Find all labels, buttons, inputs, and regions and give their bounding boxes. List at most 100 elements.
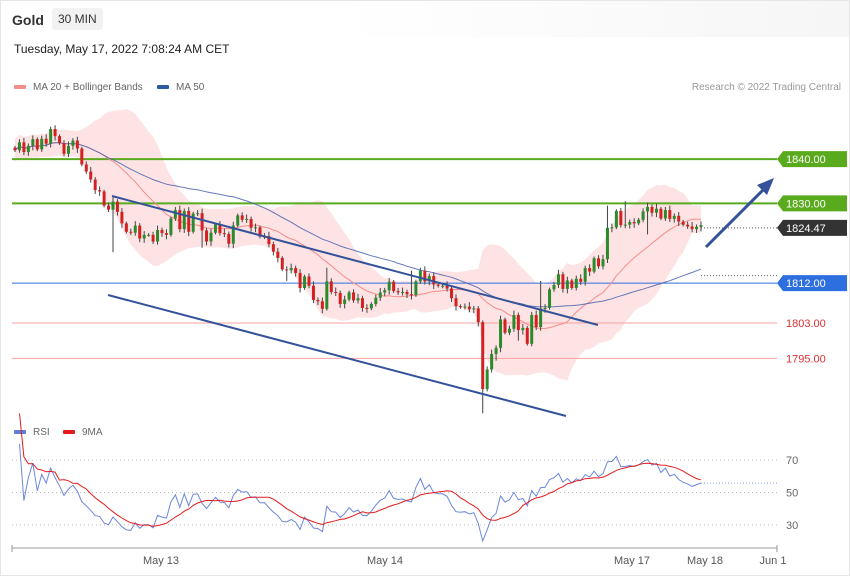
- candle-body: [445, 285, 449, 289]
- candle-body: [619, 210, 623, 226]
- candle-body: [614, 210, 618, 228]
- candle-body: [142, 234, 146, 239]
- candle-body: [347, 292, 351, 300]
- candle-body: [115, 201, 119, 212]
- x-axis-label: May 13: [143, 555, 179, 567]
- candle-body: [222, 233, 226, 235]
- target-arrow-shaft: [704, 185, 768, 249]
- candle-body: [102, 191, 106, 206]
- candle-body: [423, 270, 427, 282]
- candle-body: [294, 268, 298, 273]
- candle-body: [182, 210, 186, 230]
- candle-body: [392, 281, 396, 292]
- candle-body: [129, 231, 133, 233]
- candle-body: [26, 145, 30, 153]
- candle-body: [597, 258, 601, 267]
- candle-body: [311, 285, 315, 300]
- x-axis: May 13 May 14 May 17 May 18 Jun 1: [11, 545, 787, 567]
- candle-body: [387, 281, 391, 291]
- legend-ma50-swatch: [157, 85, 169, 90]
- candle-body: [485, 369, 489, 389]
- legend-9ma: 9MA: [63, 427, 103, 438]
- candle-body: [75, 140, 79, 149]
- candle-body: [62, 143, 66, 154]
- candle-body: [516, 315, 520, 331]
- candle-body: [436, 284, 440, 286]
- candle-body: [289, 268, 293, 271]
- candle-body: [383, 290, 387, 293]
- candle-body: [458, 306, 462, 308]
- candle-body: [476, 308, 480, 323]
- candle-body: [218, 224, 222, 234]
- candle-body: [548, 289, 552, 308]
- candle-body: [285, 269, 289, 271]
- candle-body: [579, 278, 583, 282]
- candle-body: [659, 208, 663, 219]
- candle-body: [677, 215, 681, 222]
- candle-body: [690, 226, 694, 230]
- candle-body: [365, 307, 369, 309]
- candle-body: [650, 206, 654, 213]
- level-tag-resistance: [777, 151, 847, 168]
- candle-body: [35, 139, 39, 150]
- candle-body: [552, 284, 556, 290]
- candle-body: [503, 319, 507, 333]
- candle-body: [561, 274, 565, 289]
- candle-body: [512, 315, 516, 329]
- candle-body: [164, 233, 168, 235]
- candle-body: [133, 225, 137, 233]
- x-axis-label: Jun 1: [760, 555, 787, 567]
- candles: [13, 125, 703, 414]
- candle-body: [200, 213, 204, 231]
- candle-body: [156, 230, 160, 242]
- candle-body: [637, 219, 641, 224]
- instrument-title: Gold: [12, 12, 44, 28]
- candle-body: [49, 129, 53, 144]
- candle-body: [40, 138, 44, 150]
- candle-body: [31, 139, 35, 146]
- candle-body: [316, 299, 320, 302]
- candle-body: [107, 205, 111, 210]
- target-arrow-head: [757, 178, 774, 195]
- candle-body: [120, 211, 124, 224]
- candle-body: [267, 236, 271, 245]
- candle-body: [641, 211, 645, 220]
- candle-body: [245, 218, 249, 220]
- candle-body: [343, 299, 347, 304]
- candle-body: [147, 234, 151, 236]
- candle-body: [22, 142, 26, 153]
- candle-body: [44, 138, 48, 144]
- candle-body: [405, 292, 409, 295]
- candle-body: [124, 223, 128, 232]
- candle-body: [525, 327, 529, 344]
- candle-body: [427, 276, 431, 282]
- candle-body: [374, 297, 378, 304]
- candle-body: [454, 298, 458, 307]
- candle-body: [160, 230, 164, 234]
- candle-body: [205, 230, 209, 242]
- candle-body: [356, 298, 360, 301]
- candle-body: [369, 303, 373, 309]
- legend-rsi-swatch: [14, 430, 26, 435]
- x-axis-label: May 17: [614, 555, 650, 567]
- candle-body: [654, 208, 658, 213]
- candle-body: [98, 190, 102, 192]
- timeframe-badge[interactable]: 30 MIN: [52, 8, 103, 30]
- x-axis-label: May 14: [367, 555, 403, 567]
- candle-body: [254, 227, 258, 229]
- candle-body: [507, 328, 511, 333]
- candle-body: [307, 276, 311, 286]
- ma50-line: [14, 142, 702, 308]
- channel-upper-line: [111, 195, 599, 326]
- candle-body: [84, 164, 88, 172]
- candle-body: [80, 148, 84, 165]
- candle-body: [276, 251, 280, 258]
- legend-ma50-label: MA 50: [176, 82, 205, 93]
- candle-body: [178, 210, 182, 230]
- candle-body: [227, 233, 231, 244]
- candle-body: [213, 224, 217, 233]
- candle-body: [686, 224, 690, 227]
- candle-body: [258, 227, 262, 237]
